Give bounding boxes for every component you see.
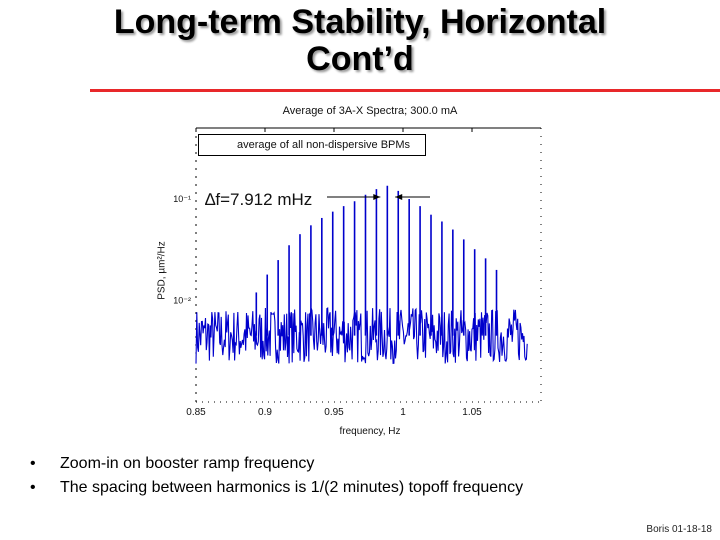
spacing-arrows xyxy=(327,194,430,200)
title-divider xyxy=(90,89,720,92)
plot-title: Average of 3A-X Spectra; 300.0 mA xyxy=(282,105,458,117)
harmonic-peaks xyxy=(255,185,498,336)
x-tick-label: 0.9 xyxy=(258,407,272,418)
plot-axes xyxy=(195,127,542,403)
delta-frequency-label: ∆f=7.912 mHz xyxy=(205,190,313,209)
x-tick-label: 1.05 xyxy=(462,407,482,418)
legend-label: average of all non-dispersive BPMs xyxy=(237,139,411,151)
x-axis-label: frequency, Hz xyxy=(339,426,401,437)
slide-title: Long-term Stability, Horizontal Cont’d xyxy=(0,4,720,78)
slide-title-line1: Long-term Stability, Horizontal xyxy=(113,3,607,41)
noise-floor-line xyxy=(195,307,528,365)
y-tick-label: 10⁻² xyxy=(173,295,191,305)
y-axis-label: PSD, µm²/Hz xyxy=(156,241,168,300)
legend-box: average of all non-dispersive BPMs xyxy=(198,134,426,156)
bullet-dot-icon: • xyxy=(30,479,36,496)
bullet-text: The spacing between harmonics is 1/(2 mi… xyxy=(60,479,524,496)
noise-trace xyxy=(195,307,528,365)
bullet-text: Zoom-in on booster ramp frequency xyxy=(60,455,315,472)
arrow-right-head-icon xyxy=(395,194,403,200)
arrow-left-head-icon xyxy=(373,194,381,200)
y-tick-label: 10⁻¹ xyxy=(173,194,191,204)
slide-title-line2: Cont’d xyxy=(306,40,414,78)
x-tick-label: 1 xyxy=(400,407,406,418)
footer-credit: Boris 01-18-18 xyxy=(646,524,712,535)
plot-ticks: 0.85 0.9 0.95 1 1.05 10⁻¹ 10⁻² xyxy=(173,128,482,418)
bullet-dot-icon: • xyxy=(30,455,36,472)
x-tick-label: 0.95 xyxy=(324,407,344,418)
x-tick-label: 0.85 xyxy=(186,407,206,418)
